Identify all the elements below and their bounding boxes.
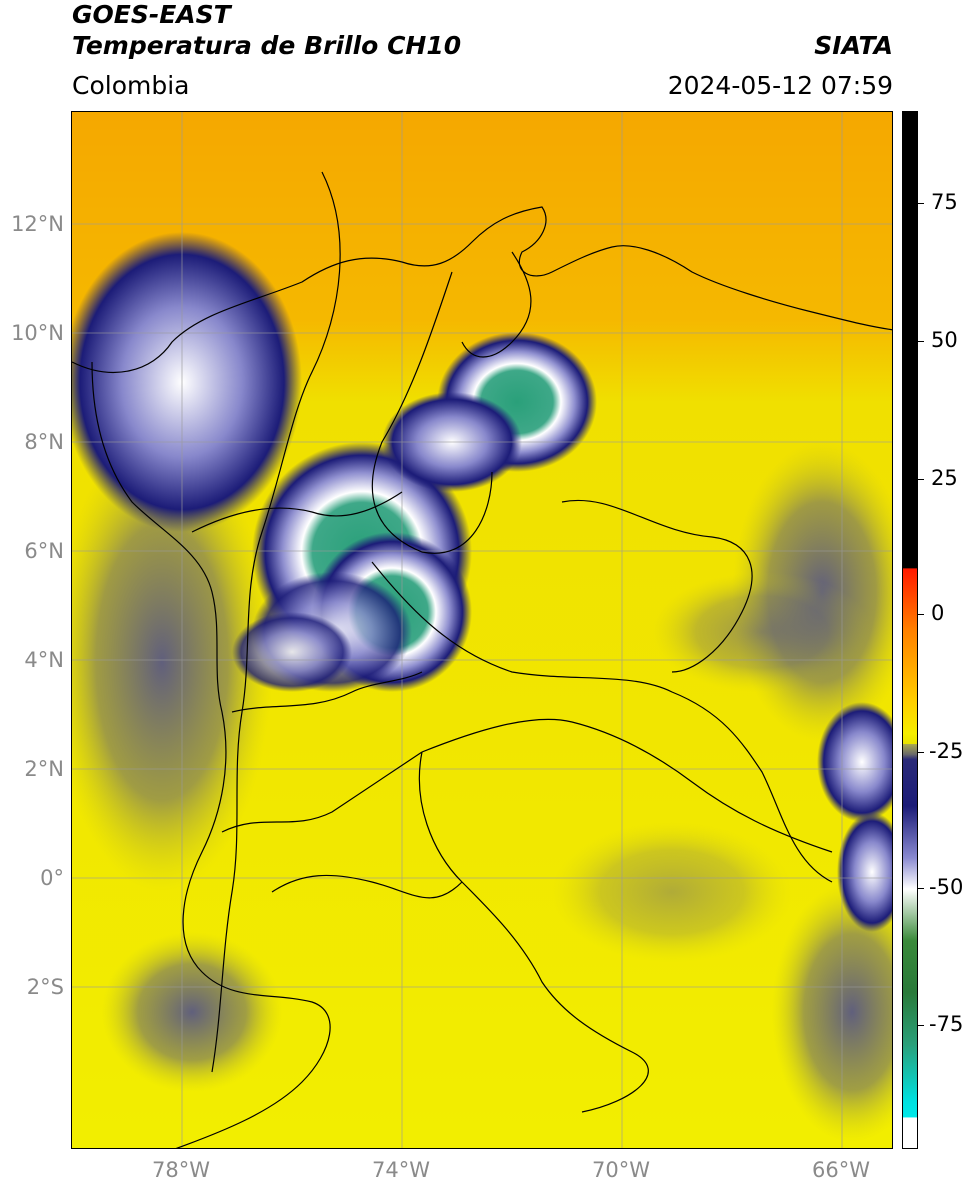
cloud-haze-south-central (552, 822, 792, 962)
title-line-2: Temperatura de Brillo CH10 (72, 31, 462, 60)
datetime-label: 2024-05-12 07:59 (667, 71, 893, 100)
latitude-label: 2°S (26, 975, 64, 999)
map-gridlines (72, 112, 892, 1148)
colorbar-tick-mark (918, 1025, 924, 1026)
agency-label: SIATA (814, 31, 893, 60)
cloud-haze-west (72, 432, 272, 892)
storm-southeast-edge (837, 812, 892, 932)
latitude-label: 2°N (24, 757, 64, 781)
cloud-haze-southwest (102, 932, 282, 1092)
longitude-label: 74°W (372, 1158, 430, 1182)
colorbar-tick-label: 50 (931, 328, 958, 352)
colorbar-tick-mark (918, 888, 924, 889)
cloud-haze-central-east (652, 572, 872, 692)
longitude-label: 78°W (152, 1158, 210, 1182)
longitude-label: 66°W (812, 1158, 870, 1182)
colorbar-tick-mark (918, 203, 924, 204)
colorbar-tick-mark (918, 479, 924, 480)
colorbar-tick-label: -50 (929, 875, 964, 899)
cloud-haze-southeast (772, 882, 892, 1142)
storm-east-edge (817, 702, 892, 822)
colorbar-tick-mark (918, 614, 924, 615)
longitude-label: 70°W (592, 1158, 650, 1182)
storm-northwest (72, 232, 302, 532)
latitude-label: 4°N (24, 648, 64, 672)
storm-andes-west (232, 612, 352, 692)
colorbar-tick-label: 75 (931, 190, 958, 214)
colorbar-tick-mark (918, 341, 924, 342)
colorbar-tick-mark (918, 752, 924, 753)
title-line-1: GOES-EAST (72, 0, 231, 29)
colorbar-tick-label: -25 (929, 739, 964, 763)
satellite-map[interactable] (71, 111, 893, 1149)
colorbar-tick-label: 25 (931, 466, 958, 490)
map-canvas (72, 112, 892, 1148)
region-label: Colombia (72, 71, 190, 100)
coastlines-and-borders (72, 171, 892, 1148)
latitude-label: 10°N (11, 321, 64, 345)
latitude-label: 0° (40, 866, 64, 890)
latitude-label: 6°N (24, 539, 64, 563)
colorbar-tick-label: 0 (931, 601, 945, 625)
colorbar-gradient (903, 112, 917, 1148)
latitude-label: 12°N (11, 212, 64, 236)
latitude-label: 8°N (24, 430, 64, 454)
colorbar-tick-label: -75 (929, 1012, 964, 1036)
colorbar (902, 111, 918, 1149)
